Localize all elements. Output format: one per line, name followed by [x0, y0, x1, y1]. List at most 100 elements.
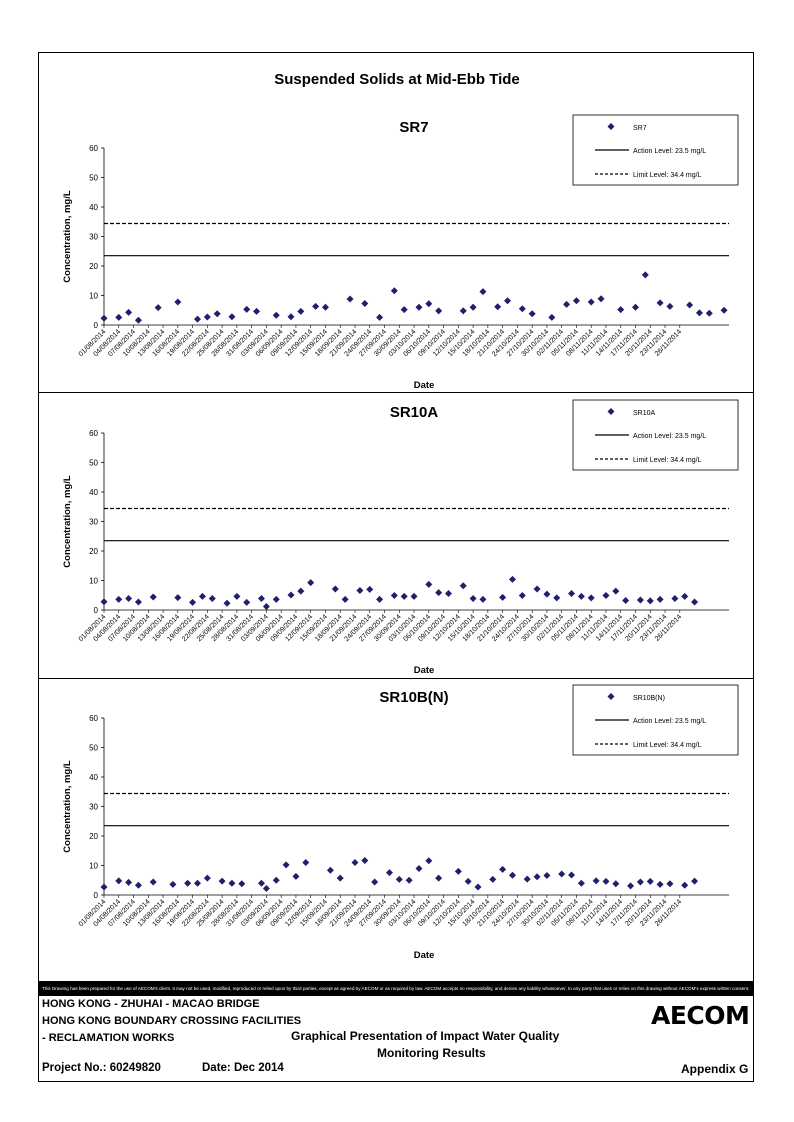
- data-point: [691, 598, 699, 606]
- data-point: [479, 288, 487, 296]
- data-point: [518, 305, 526, 313]
- data-point: [656, 595, 664, 603]
- y-tick-label: 30: [89, 518, 98, 527]
- data-point: [479, 595, 487, 603]
- disclaimer-bar: This Drawing has been prepared for the u…: [39, 981, 753, 996]
- data-point: [307, 579, 315, 587]
- data-point: [100, 598, 108, 606]
- data-point: [366, 585, 374, 593]
- data-point: [302, 859, 310, 867]
- y-tick-label: 30: [89, 803, 98, 812]
- data-point: [666, 302, 674, 310]
- data-point: [257, 594, 265, 602]
- data-point: [198, 592, 206, 600]
- data-point: [435, 307, 443, 315]
- data-point: [297, 307, 305, 315]
- data-point: [646, 597, 654, 605]
- data-point: [292, 872, 300, 880]
- data-point: [189, 598, 197, 606]
- project-name-line1: HONG KONG - ZHUHAI - MACAO BRIDGE: [42, 998, 260, 1010]
- data-point: [203, 313, 211, 321]
- data-point: [415, 864, 423, 872]
- data-point: [508, 575, 516, 583]
- data-point: [321, 303, 329, 311]
- data-point: [528, 310, 536, 318]
- data-point: [213, 310, 221, 318]
- data-point: [125, 594, 133, 602]
- chart-sr10a: SR10A SR10A Action Level: 23.5 mg/L Limit L…: [62, 399, 739, 676]
- data-point: [174, 298, 182, 306]
- data-point: [238, 880, 246, 888]
- data-point: [469, 594, 477, 602]
- data-point: [371, 878, 379, 886]
- y-tick-label: 10: [89, 292, 98, 301]
- data-point: [346, 295, 354, 303]
- data-point: [272, 311, 280, 319]
- data-point: [287, 313, 295, 321]
- y-tick-label: 0: [94, 321, 99, 330]
- data-point: [376, 313, 384, 321]
- legend: SR7 Action Level: 23.5 mg/L Limit Level: 3…: [572, 114, 739, 186]
- data-point: [592, 877, 600, 885]
- legend-action-label: Action Level: 23.5 mg/L: [633, 148, 706, 155]
- data-point: [518, 592, 526, 600]
- y-tick-label: 20: [89, 832, 98, 841]
- data-point: [691, 877, 699, 885]
- data-point: [568, 871, 576, 879]
- legend: SR10B(N) Action Level: 23.5 mg/L Limit Lev…: [572, 684, 739, 756]
- data-point: [326, 866, 334, 874]
- data-point: [671, 594, 679, 602]
- chart-sr10bn: SR10B(N) SR10B(N) Action Level: 23.5 mg/L L…: [62, 684, 739, 961]
- data-point: [390, 287, 398, 295]
- data-point: [508, 871, 516, 879]
- data-point: [686, 301, 694, 309]
- drawing-date: Date: Dec 2014: [202, 1062, 284, 1074]
- data-point: [272, 595, 280, 603]
- data-point: [297, 587, 305, 595]
- data-point: [100, 314, 108, 322]
- data-point: [681, 881, 689, 889]
- data-point: [341, 595, 349, 603]
- data-point: [134, 316, 142, 324]
- data-point: [577, 879, 585, 887]
- y-tick-label: 20: [89, 547, 98, 556]
- data-point: [587, 298, 595, 306]
- data-point: [410, 592, 418, 600]
- y-tick-label: 0: [94, 606, 99, 615]
- data-point: [125, 878, 133, 886]
- data-point: [262, 885, 270, 893]
- data-point: [218, 877, 226, 885]
- legend-marker: [607, 123, 615, 130]
- project-number: Project No.: 60249820: [42, 1062, 161, 1074]
- data-point: [208, 594, 216, 602]
- data-point: [548, 313, 556, 321]
- data-point: [646, 877, 654, 885]
- data-point: [223, 599, 231, 607]
- data-point: [400, 306, 408, 314]
- project-name-line3: - RECLAMATION WORKS: [42, 1032, 175, 1044]
- data-point: [243, 598, 251, 606]
- data-point: [253, 307, 261, 315]
- data-point: [533, 873, 541, 881]
- x-axis-label: Date: [414, 665, 435, 676]
- data-point: [272, 876, 280, 884]
- chart-title: SR10B(N): [379, 689, 448, 706]
- data-point: [336, 874, 344, 882]
- data-point: [415, 303, 423, 311]
- data-point: [568, 589, 576, 597]
- data-point: [681, 592, 689, 600]
- data-point: [361, 299, 369, 307]
- data-point: [543, 872, 551, 880]
- data-point: [134, 881, 142, 889]
- data-point: [474, 883, 482, 891]
- data-point: [149, 878, 157, 886]
- data-point: [504, 297, 512, 305]
- data-point: [390, 592, 398, 600]
- data-point: [489, 875, 497, 883]
- data-point: [602, 877, 610, 885]
- data-point: [331, 585, 339, 593]
- data-point: [154, 304, 162, 312]
- y-tick-label: 10: [89, 862, 98, 871]
- y-tick-label: 60: [89, 429, 98, 438]
- drawing-description-line2: Monitoring Results: [377, 1046, 486, 1060]
